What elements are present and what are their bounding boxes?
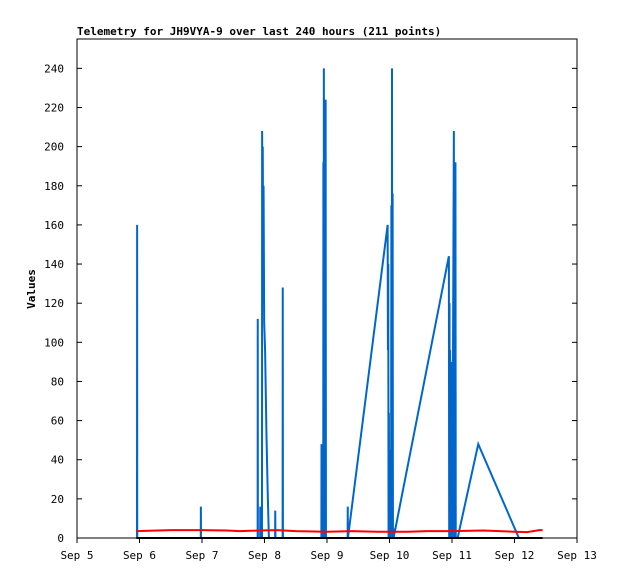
y-tick-label: 120 — [44, 297, 64, 310]
y-tick-label: 100 — [44, 336, 64, 349]
series-layer — [136, 68, 543, 539]
y-tick-label: 240 — [44, 62, 64, 75]
x-tick-label: Sep 6 — [123, 549, 156, 562]
x-tick-label: Sep 8 — [248, 549, 281, 562]
x-tick-label: Sep 7 — [185, 549, 218, 562]
y-tick-label: 0 — [57, 532, 64, 545]
x-tick-label: Sep 9 — [310, 549, 343, 562]
plot-frame — [76, 38, 578, 539]
x-tick-label: Sep 5 — [60, 549, 93, 562]
y-tick-label: 160 — [44, 219, 64, 232]
y-tick-label: 140 — [44, 258, 64, 271]
y-axis-label: Values — [25, 269, 38, 309]
y-tick-label: 220 — [44, 101, 64, 114]
x-tick-label: Sep 12 — [495, 549, 535, 562]
series-line-0 — [136, 68, 520, 539]
x-tick-label: Sep 11 — [432, 549, 472, 562]
y-tick-label: 20 — [51, 493, 64, 506]
y-tick-label: 180 — [44, 180, 64, 193]
y-tick-label: 80 — [51, 375, 64, 388]
y-axis: 0 20 40 60 80 100 120 140 160 180 200 220 240 — [44, 62, 577, 545]
series-line-1 — [136, 529, 543, 534]
x-axis: Sep 5 Sep 6 Sep 7 Sep 8 Sep 9 Sep 10 Sep 11 Sep… — [60, 538, 597, 562]
x-tick-label: Sep 13 — [557, 549, 597, 562]
y-tick-label: 40 — [51, 454, 64, 467]
y-tick-label: 60 — [51, 415, 64, 428]
x-tick-label: Sep 10 — [370, 549, 410, 562]
chart-title: Telemetry for JH9VYA-9 over last 240 hou… — [77, 25, 441, 38]
y-tick-label: 200 — [44, 141, 64, 154]
